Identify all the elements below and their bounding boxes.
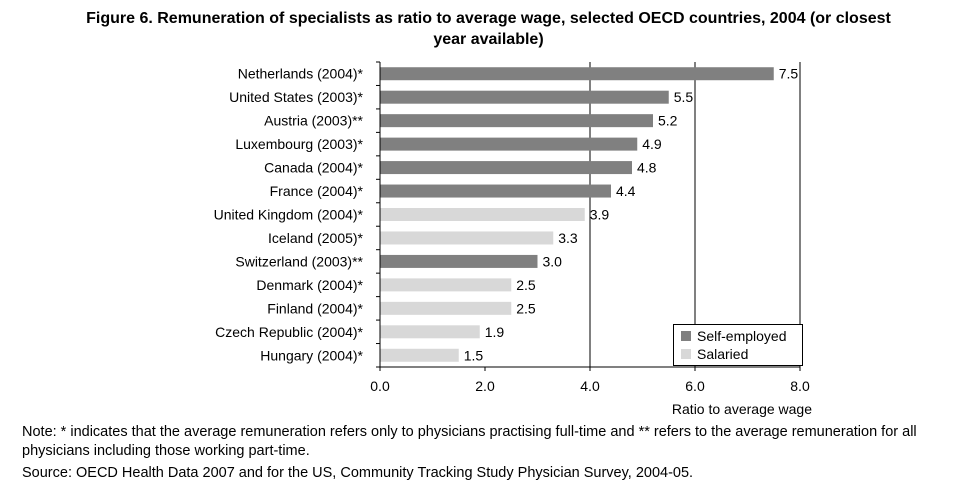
legend-item-self-employed: Self-employed: [681, 327, 787, 345]
x-tick-label-1: 2.0: [475, 378, 495, 394]
value-label-2: 5.2: [658, 113, 678, 129]
legend-label-self-employed: Self-employed: [697, 328, 787, 344]
category-label-8: Switzerland (2003)**: [235, 253, 363, 269]
bar-4: [380, 161, 632, 175]
bar-6: [380, 208, 585, 221]
x-tick-label-0: 0.0: [370, 378, 390, 394]
bar-8: [380, 254, 538, 268]
legend-swatch-salaried: [681, 349, 691, 359]
value-label-8: 3.0: [543, 253, 563, 269]
category-label-7: Iceland (2005)*: [268, 230, 364, 246]
legend-item-salaried: Salaried: [681, 345, 748, 363]
category-label-1: United States (2003)*: [229, 89, 363, 105]
category-label-4: Canada (2004)*: [264, 160, 363, 176]
title-line-2: year available): [433, 31, 544, 48]
x-tick-label-3: 6.0: [685, 378, 705, 394]
category-label-10: Finland (2004)*: [267, 300, 363, 316]
legend-swatch-self-employed: [681, 331, 691, 341]
bar-9: [380, 278, 512, 292]
x-tick-label-4: 8.0: [790, 378, 810, 394]
value-label-5: 4.4: [616, 183, 636, 199]
bar-3: [380, 137, 638, 151]
title-line-1: Figure 6. Remuneration of specialists as…: [86, 10, 891, 27]
bar-7: [380, 231, 554, 245]
chart-note: Note: * indicates that the average remun…: [22, 424, 917, 459]
category-label-3: Luxembourg (2003)*: [235, 136, 363, 152]
category-label-11: Czech Republic (2004)*: [215, 324, 363, 340]
bar-2: [380, 114, 653, 128]
category-label-6: United Kingdom (2004)*: [214, 207, 364, 223]
value-label-4: 4.8: [637, 160, 657, 176]
category-label-0: Netherlands (2004)*: [238, 66, 364, 82]
value-label-7: 3.3: [558, 230, 578, 246]
legend-label-salaried: Salaried: [697, 346, 749, 362]
category-label-2: Austria (2003)**: [264, 113, 363, 129]
x-axis-title: Ratio to average wage: [672, 401, 812, 417]
chart-source: Source: OECD Health Data 2007 and for th…: [22, 465, 694, 481]
bar-12: [380, 348, 459, 362]
bar-0: [380, 67, 774, 81]
x-tick-label-2: 4.0: [580, 378, 600, 394]
value-label-9: 2.5: [516, 277, 536, 293]
bar-11: [380, 325, 480, 339]
value-label-0: 7.5: [779, 66, 799, 82]
chart-legend: Self-employed Salaried: [673, 324, 803, 366]
figure-title: Figure 6. Remuneration of specialists as…: [0, 8, 977, 50]
bar-10: [380, 301, 512, 315]
bar-chart: Netherlands (2004)* 7.5 United States (200…: [214, 61, 812, 417]
value-label-10: 2.5: [516, 300, 536, 316]
bar-1: [380, 90, 669, 104]
value-label-1: 5.5: [674, 89, 694, 105]
value-label-6: 3.9: [590, 207, 610, 223]
value-label-3: 4.9: [642, 136, 662, 152]
category-label-12: Hungary (2004)*: [260, 347, 363, 363]
category-label-5: France (2004)*: [270, 183, 364, 199]
bar-5: [380, 184, 611, 198]
value-label-12: 1.5: [464, 347, 484, 363]
value-label-11: 1.9: [485, 324, 505, 340]
category-label-9: Denmark (2004)*: [256, 277, 363, 293]
